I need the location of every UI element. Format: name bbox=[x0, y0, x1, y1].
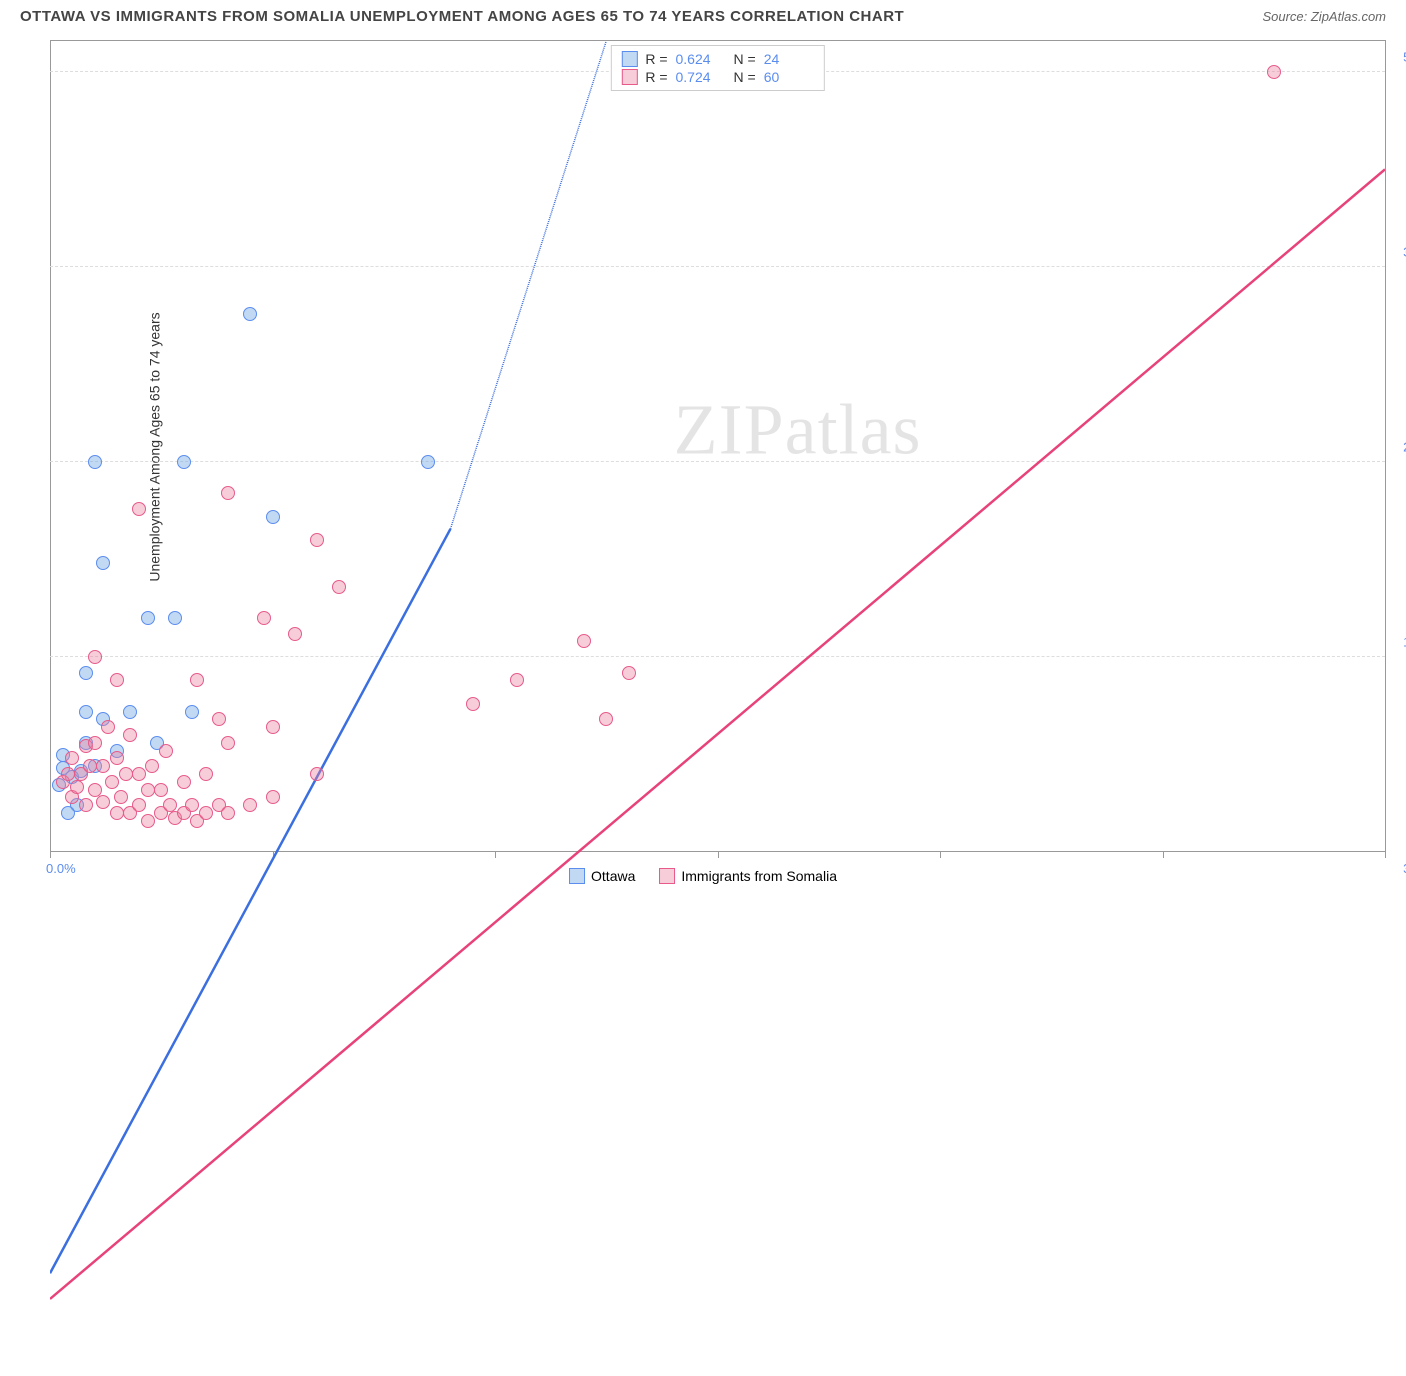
data-point bbox=[622, 666, 636, 680]
x-tick bbox=[1163, 852, 1164, 858]
data-point bbox=[88, 736, 102, 750]
data-point bbox=[96, 759, 110, 773]
x-tick bbox=[495, 852, 496, 858]
data-point bbox=[65, 751, 79, 765]
data-point bbox=[154, 783, 168, 797]
data-point bbox=[70, 780, 84, 794]
swatch-icon bbox=[659, 868, 675, 884]
data-point bbox=[212, 712, 226, 726]
data-point bbox=[221, 486, 235, 500]
data-point bbox=[132, 767, 146, 781]
data-point bbox=[159, 744, 173, 758]
n-label: N = bbox=[734, 69, 756, 85]
data-point bbox=[177, 775, 191, 789]
data-point bbox=[221, 806, 235, 820]
data-point bbox=[101, 720, 115, 734]
n-value-somalia: 60 bbox=[764, 69, 814, 85]
r-label: R = bbox=[645, 51, 667, 67]
data-point bbox=[61, 767, 75, 781]
data-point bbox=[61, 806, 75, 820]
data-point bbox=[599, 712, 613, 726]
data-point bbox=[88, 783, 102, 797]
data-point bbox=[141, 783, 155, 797]
data-point bbox=[83, 759, 97, 773]
data-point bbox=[266, 510, 280, 524]
x-tick bbox=[273, 852, 274, 858]
data-point bbox=[79, 666, 93, 680]
data-point bbox=[177, 455, 191, 469]
data-point bbox=[123, 728, 137, 742]
data-point bbox=[119, 767, 133, 781]
scatter-plot bbox=[50, 41, 1385, 852]
stats-row-somalia: R = 0.724 N = 60 bbox=[621, 68, 813, 86]
stats-legend: R = 0.624 N = 24 R = 0.724 N = 60 bbox=[610, 45, 824, 91]
r-value-somalia: 0.724 bbox=[676, 69, 726, 85]
data-point bbox=[199, 806, 213, 820]
data-point bbox=[96, 556, 110, 570]
data-point bbox=[88, 650, 102, 664]
data-point bbox=[243, 307, 257, 321]
data-point bbox=[185, 798, 199, 812]
data-point bbox=[96, 795, 110, 809]
n-value-ottawa: 24 bbox=[764, 51, 814, 67]
data-point bbox=[123, 705, 137, 719]
data-point bbox=[110, 673, 124, 687]
data-point bbox=[105, 775, 119, 789]
x-min-label: 0.0% bbox=[46, 861, 76, 876]
chart-area: Unemployment Among Ages 65 to 74 years 1… bbox=[50, 40, 1386, 852]
swatch-ottawa bbox=[621, 51, 637, 67]
series-legend: Ottawa Immigrants from Somalia bbox=[569, 868, 837, 884]
data-point bbox=[332, 580, 346, 594]
n-label: N = bbox=[734, 51, 756, 67]
data-point bbox=[221, 736, 235, 750]
data-point bbox=[110, 806, 124, 820]
data-point bbox=[466, 697, 480, 711]
legend-item-ottawa: Ottawa bbox=[569, 868, 635, 884]
x-tick bbox=[718, 852, 719, 858]
x-tick bbox=[50, 852, 51, 858]
data-point bbox=[110, 751, 124, 765]
data-point bbox=[79, 705, 93, 719]
x-tick bbox=[940, 852, 941, 858]
data-point bbox=[132, 798, 146, 812]
data-point bbox=[88, 455, 102, 469]
r-label: R = bbox=[645, 69, 667, 85]
data-point bbox=[132, 502, 146, 516]
data-point bbox=[510, 673, 524, 687]
data-point bbox=[114, 790, 128, 804]
data-point bbox=[577, 634, 591, 648]
data-point bbox=[421, 455, 435, 469]
data-point bbox=[288, 627, 302, 641]
source-label: Source: ZipAtlas.com bbox=[1262, 9, 1386, 24]
data-point bbox=[266, 790, 280, 804]
chart-title: OTTAWA VS IMMIGRANTS FROM SOMALIA UNEMPL… bbox=[20, 8, 904, 25]
data-point bbox=[145, 759, 159, 773]
legend-label: Immigrants from Somalia bbox=[681, 868, 837, 884]
stats-row-ottawa: R = 0.624 N = 24 bbox=[621, 50, 813, 68]
data-point bbox=[141, 814, 155, 828]
legend-label: Ottawa bbox=[591, 868, 635, 884]
data-point bbox=[310, 767, 324, 781]
data-point bbox=[79, 798, 93, 812]
data-point bbox=[266, 720, 280, 734]
x-tick bbox=[1385, 852, 1386, 858]
data-point bbox=[199, 767, 213, 781]
data-point bbox=[243, 798, 257, 812]
data-point bbox=[310, 533, 324, 547]
data-point bbox=[141, 611, 155, 625]
data-point bbox=[168, 611, 182, 625]
data-point bbox=[190, 673, 204, 687]
swatch-icon bbox=[569, 868, 585, 884]
r-value-ottawa: 0.624 bbox=[676, 51, 726, 67]
data-point bbox=[257, 611, 271, 625]
data-point bbox=[185, 705, 199, 719]
data-point bbox=[1267, 65, 1281, 79]
legend-item-somalia: Immigrants from Somalia bbox=[659, 868, 837, 884]
swatch-somalia bbox=[621, 69, 637, 85]
